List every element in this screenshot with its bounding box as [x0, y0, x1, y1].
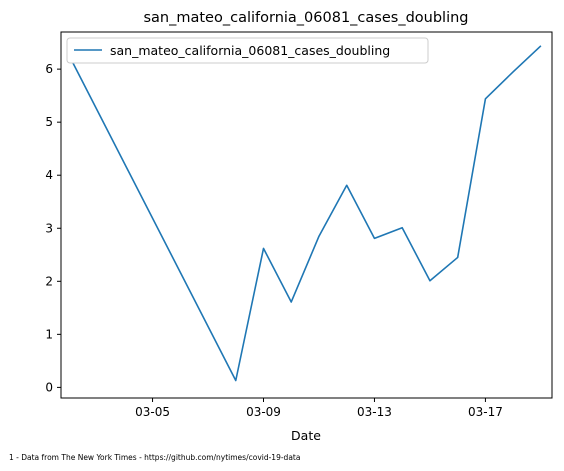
- legend: san_mateo_california_06081_cases_doublin…: [66, 37, 429, 64]
- y-tick-label: 6: [45, 62, 53, 76]
- x-tick-label: 03-17: [468, 405, 503, 419]
- x-tick-label: 03-05: [135, 405, 170, 419]
- data-point: [373, 237, 376, 240]
- data-point: [234, 379, 237, 382]
- legend-label: san_mateo_california_06081_cases_doublin…: [110, 43, 390, 58]
- x-tick-label: 03-13: [357, 405, 392, 419]
- chart-title: san_mateo_california_06081_cases_doublin…: [143, 10, 468, 26]
- legend-box: [66, 37, 429, 64]
- x-tick-label: 03-09: [246, 405, 281, 419]
- plot-area: [60, 31, 553, 399]
- y-tick-label: 2: [45, 274, 53, 288]
- data-point: [317, 235, 320, 238]
- series-line: [68, 45, 542, 382]
- data-point: [456, 256, 459, 259]
- x-axis-label: Date: [291, 428, 321, 443]
- y-tick-label: 0: [45, 380, 53, 394]
- y-axis: 0 1 2 3 4 5 6: [45, 62, 61, 394]
- y-tick-label: 4: [45, 168, 53, 182]
- data-point: [428, 279, 431, 282]
- data-point: [345, 184, 348, 187]
- footnote: 1 - Data from The New York Times - https…: [9, 453, 300, 462]
- y-tick-label: 5: [45, 115, 53, 129]
- data-point: [539, 44, 542, 47]
- y-tick-label: 3: [45, 221, 53, 235]
- data-point: [290, 300, 293, 303]
- x-axis: 03-05 03-09 03-13 03-17: [135, 398, 503, 419]
- data-point: [262, 247, 265, 250]
- y-tick-label: 1: [45, 327, 53, 341]
- data-point: [401, 226, 404, 229]
- data-point: [484, 97, 487, 100]
- data-point: [512, 70, 515, 73]
